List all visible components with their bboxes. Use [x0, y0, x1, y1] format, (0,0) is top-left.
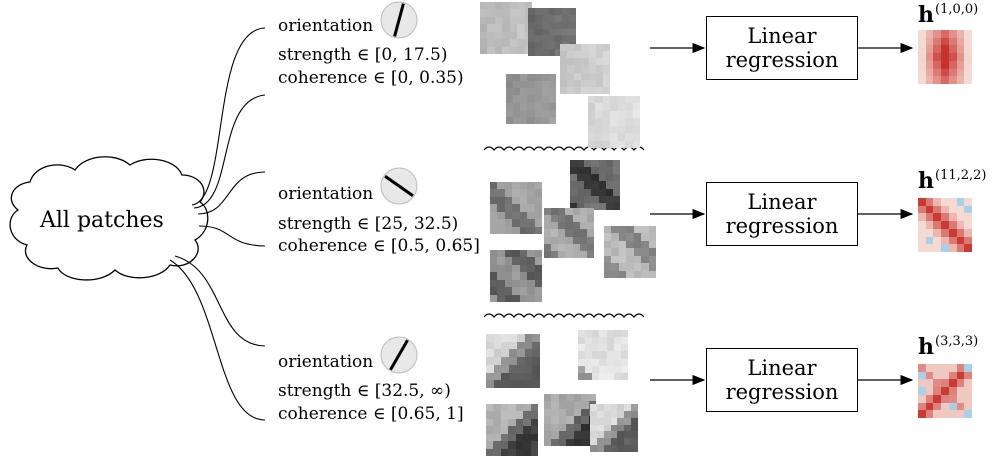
strength-label-1: strength ∈ [0, 17.5) [278, 45, 448, 65]
linear-regression-box-2: Linear regression [706, 182, 858, 246]
patch-image [590, 404, 638, 452]
linear-regression-box-1: Linear regression [706, 16, 858, 80]
patch-image [490, 182, 542, 234]
filter-label-2: h(11,2,2) [918, 168, 987, 194]
filter-heatmap-2 [918, 198, 972, 252]
separator-squiggle-2 [483, 313, 645, 319]
orientation-label-3: orientation [278, 352, 374, 372]
strength-label-2: strength ∈ [25, 32.5) [278, 214, 459, 234]
patch-image [570, 160, 620, 210]
orientation-dial-2 [380, 167, 418, 205]
patch-image [490, 250, 542, 302]
patch-image [560, 44, 610, 94]
patch-image [544, 394, 596, 446]
patch-image [506, 74, 556, 124]
coherence-label-1: coherence ∈ [0, 0.35) [278, 68, 464, 88]
orientation-label-2: orientation [278, 184, 374, 204]
patch-image [486, 404, 538, 456]
filter-heatmap-1 [918, 30, 972, 84]
all-patches-label: All patches [40, 208, 164, 233]
patch-image [480, 2, 532, 54]
box-line2: regression [725, 214, 839, 238]
orientation-label-1: orientation [278, 16, 374, 36]
filter-label-1: h(1,0,0) [918, 2, 979, 28]
coherence-label-2: coherence ∈ [0.5, 0.65] [278, 236, 480, 256]
patch-image [486, 334, 540, 388]
box-line1: Linear [747, 356, 817, 380]
patch-image [544, 208, 594, 258]
linear-regression-box-3: Linear regression [706, 348, 858, 412]
branch-lines [169, 27, 266, 421]
box-line2: regression [725, 380, 839, 404]
orientation-dial-3 [380, 336, 418, 374]
patch-image [578, 330, 628, 380]
orientation-dial-1 [380, 1, 418, 39]
filter-label-3: h(3,3,3) [918, 334, 979, 360]
patch-image [604, 226, 656, 278]
box-line1: Linear [747, 24, 817, 48]
patch-image [588, 96, 640, 148]
box-line1: Linear [747, 190, 817, 214]
filter-heatmap-3 [918, 364, 972, 418]
cloud-shape [9, 156, 209, 281]
box-line2: regression [725, 48, 839, 72]
strength-label-3: strength ∈ [32.5, ∞) [278, 381, 451, 401]
coherence-label-3: coherence ∈ [0.65, 1] [278, 404, 464, 424]
